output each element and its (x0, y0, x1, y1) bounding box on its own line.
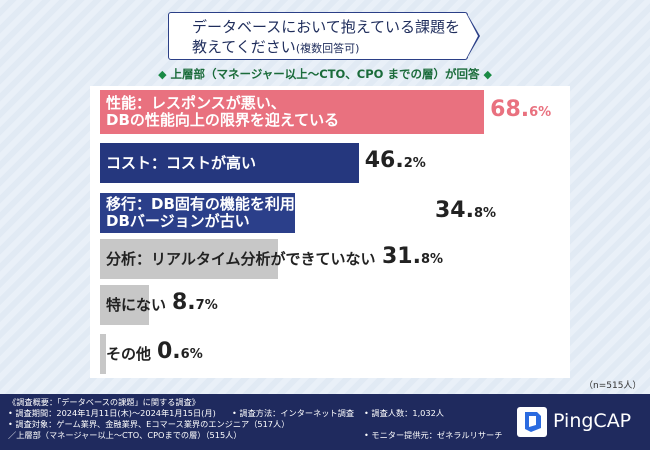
chart-title-line1: データベースにおいて抱えている課題を (192, 18, 461, 36)
bar-label-1: コスト：コストが高い (106, 153, 257, 172)
bar-value-4: 8.7% (172, 290, 218, 315)
footer-target: • 調査対象：ゲーム業界、金融業界、Eコマース業界のエンジニア（517人） (8, 419, 290, 429)
bar-3 (100, 239, 279, 279)
bar-label-line: DBの性能向上の限界を迎えている (106, 111, 340, 129)
footer-target2: ／上層部（マネージャー以上〜CTO、CPOまでの層）（515人） (8, 430, 242, 440)
footer-survey-title: 《調査概要：「データベースの課題」に関する調査》 (8, 397, 200, 407)
chart-title-line2: 教えてください(複数回答可) (192, 36, 359, 57)
bar-label-4: 特にない (106, 295, 167, 314)
title-box (168, 12, 468, 60)
sample-size-note: （n=515人） (584, 381, 642, 391)
title-arrow-inner (466, 13, 478, 59)
bar-label-line: 分析：リアルタイム分析ができていない (106, 249, 376, 268)
title-main: 教えてください (192, 38, 296, 56)
bar-value-1: 46.2% (364, 148, 426, 173)
bar-label-3: 分析：リアルタイム分析ができていない (106, 249, 376, 268)
bar-4 (100, 285, 149, 325)
footer-count: • 調査人数：1,032人 (364, 408, 444, 418)
bar-label-0: 性能：レスポンスが悪い、 DBの性能向上の限界を迎えている (106, 95, 339, 129)
footer-method: • 調査方法：インターネット調査 (232, 408, 355, 418)
diamond-left-icon: ◆ (158, 68, 167, 81)
bar-value-3: 31.8% (382, 244, 444, 269)
bar-label-line: DBバージョンが古い (106, 212, 250, 230)
footer-provider: • モニター提供元：ゼネラルリサーチ (364, 430, 503, 440)
bar-1 (100, 143, 359, 183)
bar-label-line: 特にない (106, 295, 167, 314)
bar-label-line: コスト：コストが高い (106, 153, 257, 172)
diamond-right-icon: ◆ (483, 68, 492, 81)
pingcap-logo-text: PingCAP (553, 410, 632, 432)
bar-value-2: 34.8% (435, 198, 497, 223)
subtitle-text: 上層部（マネージャー以上〜CTO、CPO までの層）が回答 (170, 67, 480, 81)
bar-2 (100, 193, 295, 233)
pingcap-logo-icon (517, 407, 547, 437)
bar-label-line: 移行：DB固有の機能を利用して移行が難しい、 (106, 195, 430, 213)
bar-value-5: 0.6% (157, 339, 203, 364)
subtitle: ◆ 上層部（マネージャー以上〜CTO、CPO までの層）が回答 ◆ (0, 66, 650, 82)
bar-label-line: その他 (106, 344, 152, 363)
bar-0 (100, 90, 485, 134)
footer-period: • 調査期間：2024年1月11日(木)〜2024年1月15日(月) (8, 408, 216, 418)
bar-label-2: 移行：DB固有の機能を利用して移行が難しい、 DBバージョンが古い (106, 196, 429, 230)
bar-label-5: その他 (106, 344, 152, 363)
bar-label-line: 性能：レスポンスが悪い、 (106, 94, 286, 112)
bar-value-0: 68.6% (490, 97, 552, 122)
bar-5 (100, 334, 106, 374)
title-note: (複数回答可) (295, 42, 360, 55)
